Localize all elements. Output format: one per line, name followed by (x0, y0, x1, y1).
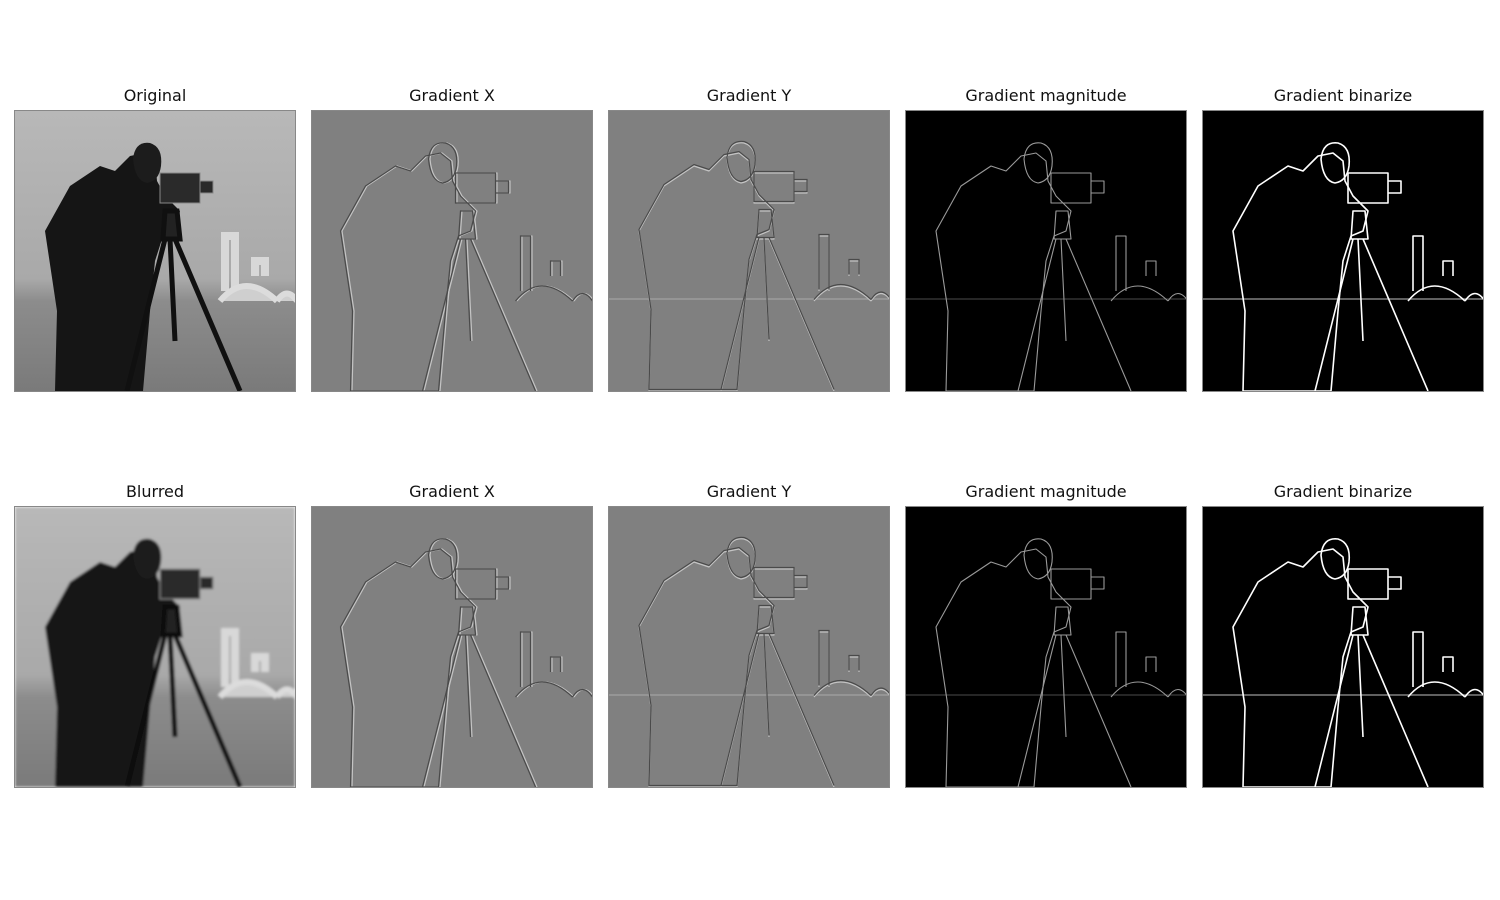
panel-title: Blurred (125, 482, 185, 501)
image-gradient-y (608, 506, 890, 788)
edge-shadow-body (339, 152, 477, 391)
person-head (133, 142, 162, 183)
edge-buildings (1115, 235, 1157, 291)
edge-shadow-head (427, 142, 458, 184)
edge-shadow-buildings (519, 235, 562, 291)
image-gradient-binarize (1202, 110, 1484, 392)
edge-body (1232, 548, 1369, 787)
panel-background (312, 507, 592, 787)
image-original (14, 110, 296, 392)
image-gradient-x (311, 110, 593, 392)
panel-title: Original (123, 86, 187, 105)
edge-buildings (1412, 235, 1454, 291)
domes (217, 679, 295, 700)
panel-title: Gradient binarize (1273, 482, 1413, 501)
panel-background (906, 507, 1186, 787)
edge-body (1232, 152, 1369, 391)
panel-title: Gradient Y (706, 86, 792, 105)
edge-shadow-head (427, 538, 458, 580)
person-body (45, 549, 180, 787)
domes (217, 283, 295, 304)
panel-background (312, 111, 592, 391)
edge-shadow-camera (753, 566, 808, 599)
panel-background (609, 507, 889, 787)
panel-title: Gradient magnitude (965, 482, 1127, 501)
edge-head (1023, 142, 1053, 184)
image-gradient-magnitude (905, 506, 1187, 788)
edge-shadow-body (638, 546, 775, 787)
edge-tripod (1017, 210, 1132, 391)
edge-shadow-buildings (818, 233, 860, 290)
edge-shadow-head (726, 536, 756, 579)
edge-tripod (1314, 210, 1429, 391)
camera (159, 568, 214, 600)
image-gradient-binarize (1202, 506, 1484, 788)
edge-head (1023, 538, 1053, 580)
tripod (124, 604, 243, 787)
edge-shadow-body (638, 150, 775, 391)
edge-body (341, 548, 478, 787)
buildings (221, 628, 269, 687)
tripod (124, 208, 243, 391)
image-blurred (14, 506, 296, 788)
panel-background (1203, 111, 1483, 391)
edge-shadow-tripod (421, 606, 537, 787)
edge-body (935, 548, 1072, 787)
camera (159, 172, 214, 204)
image-gradient-x (311, 506, 593, 788)
edge-tripod (423, 606, 538, 787)
panel-background (906, 111, 1186, 391)
image-gradient-y (608, 110, 890, 392)
panel-background (1203, 507, 1483, 787)
edge-camera (1347, 172, 1402, 204)
person-body (45, 153, 180, 391)
edge-tripod (1017, 606, 1132, 787)
edge-head (1320, 538, 1351, 580)
edge-shadow-buildings (818, 629, 860, 686)
panel-title: Gradient magnitude (965, 86, 1127, 105)
edge-buildings (1412, 631, 1454, 687)
image-gradient-magnitude (905, 110, 1187, 392)
edge-shadow-buildings (519, 631, 562, 687)
edge-camera (1050, 172, 1105, 204)
edge-shadow-camera (454, 568, 510, 600)
buildings (221, 232, 269, 291)
edge-shadow-dome (813, 680, 889, 696)
edge-shadow-tripod (720, 604, 835, 786)
edge-body (935, 152, 1072, 391)
edge-camera (1050, 568, 1105, 600)
edge-camera (1347, 568, 1402, 600)
edge-shadow-dome (515, 681, 592, 698)
edge-shadow-dome (515, 285, 592, 302)
edge-head (1320, 142, 1351, 184)
edge-shadow-body (339, 548, 477, 787)
panel-title: Gradient X (409, 482, 495, 501)
edge-shadow-tripod (421, 210, 537, 391)
edge-tripod (1314, 606, 1429, 787)
panel-title: Gradient binarize (1273, 86, 1413, 105)
panel-background (609, 111, 889, 391)
panel-title: Gradient X (409, 86, 495, 105)
edge-tripod (423, 210, 538, 391)
edge-shadow-dome (813, 284, 889, 300)
panel-title: Gradient Y (706, 482, 792, 501)
edge-buildings (1115, 631, 1157, 687)
edge-shadow-camera (753, 170, 808, 203)
edge-shadow-head (726, 140, 756, 183)
edge-shadow-camera (454, 172, 510, 204)
edge-shadow-tripod (720, 208, 835, 390)
person-head (133, 538, 162, 579)
edge-body (341, 152, 478, 391)
